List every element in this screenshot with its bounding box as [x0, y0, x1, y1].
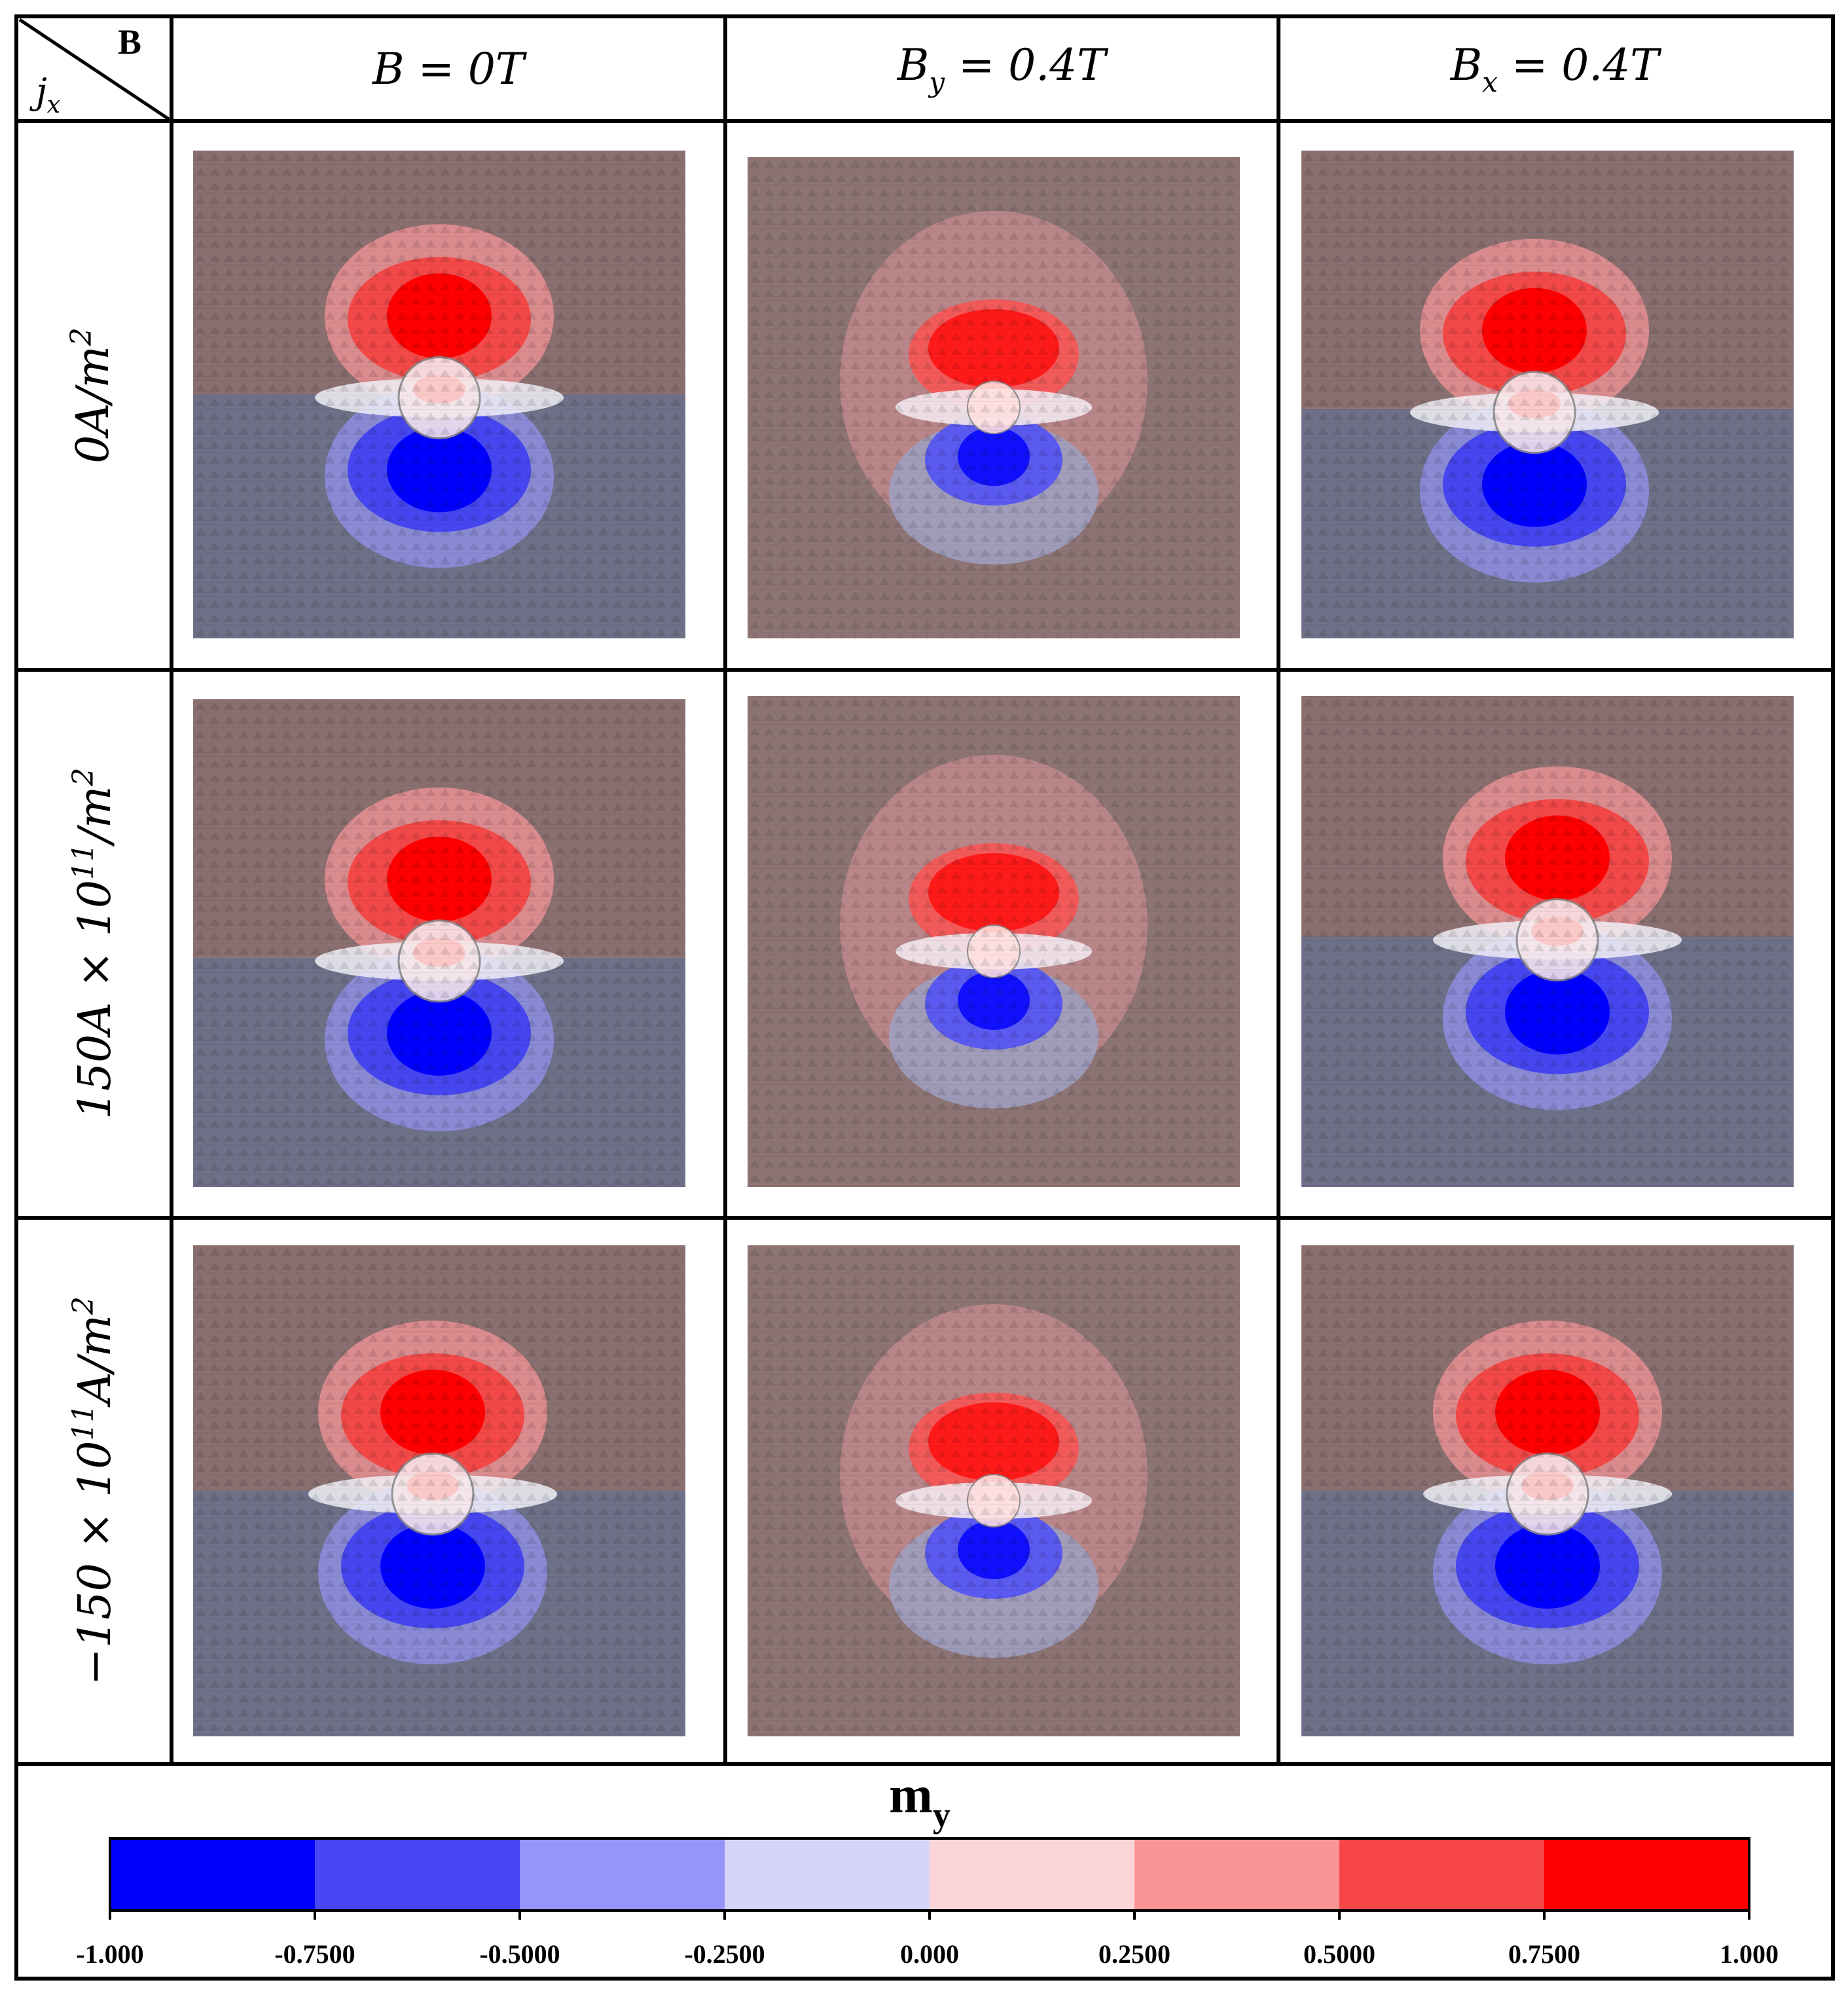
row-header-3: −150 × 1011A/m2 — [67, 1296, 121, 1685]
magnetization-panel — [193, 1245, 685, 1736]
colorbar-segments — [110, 1838, 1750, 1911]
row-headers: 0A/m2 150A × 1011/m2 −150 × 1011A/m2 — [65, 327, 121, 1685]
col-header-1: B = 0T — [372, 44, 528, 94]
colorbar-tick-label: 0.2500 — [1098, 1939, 1170, 1969]
colorbar-title: my — [889, 1766, 951, 1835]
colorbar-segment — [930, 1838, 1135, 1911]
corner-field-label: B — [118, 22, 141, 62]
colorbar-tick-label: -1.000 — [76, 1939, 143, 1969]
col-header-2: By = 0.4T — [897, 40, 1109, 98]
colorbar-segment — [725, 1838, 930, 1911]
magnetization-panel — [1301, 151, 1794, 638]
row-header-1: 0A/m2 — [65, 327, 119, 464]
table-grid — [14, 14, 1835, 1981]
colorbar-tick-label: -0.7500 — [274, 1939, 355, 1969]
colorbar-tick-label: 1.000 — [1720, 1939, 1779, 1969]
column-headers: B = 0T By = 0.4T Bx = 0.4T — [372, 40, 1662, 98]
colorbar-tick-label: -0.5000 — [479, 1939, 560, 1969]
corner-current-sub: x — [47, 92, 60, 119]
magnetization-panel — [748, 696, 1240, 1187]
corner-current-label: j — [29, 71, 47, 112]
magnetization-panel — [1301, 696, 1794, 1187]
magnetization-panel — [1301, 1245, 1794, 1736]
colorbar-tick-label: 0.7500 — [1508, 1939, 1580, 1969]
magnetization-panel — [193, 151, 685, 638]
colorbar-segment — [1134, 1838, 1340, 1911]
colorbar-segment — [110, 1838, 316, 1911]
colorbar-segment — [1339, 1838, 1545, 1911]
colorbar-tick-label: -0.2500 — [684, 1939, 765, 1969]
colorbar-segment — [1544, 1838, 1750, 1911]
svg-text:jx: jx — [29, 71, 60, 119]
magnetization-panel — [748, 1245, 1240, 1736]
row-header-2: 150A × 1011/m2 — [67, 767, 121, 1119]
colorbar-segment — [520, 1838, 725, 1911]
magnetization-panel — [193, 699, 685, 1187]
colorbar-ticks: -1.000 -0.7500 -0.5000 -0.2500 0.000 0.2500 0.… — [76, 1911, 1779, 1969]
colorbar: my -1.000 -0.7500 -0.5000 -0.2500 0.000 0.250… — [76, 1766, 1779, 1969]
col-header-3: Bx = 0.4T — [1450, 40, 1662, 98]
colorbar-tick-label: 0.5000 — [1303, 1939, 1375, 1969]
colorbar-segment — [315, 1838, 520, 1911]
colorbar-tick-label: 0.000 — [900, 1939, 959, 1969]
magnetization-panel — [748, 157, 1240, 638]
simulation-panels — [193, 151, 1794, 1736]
